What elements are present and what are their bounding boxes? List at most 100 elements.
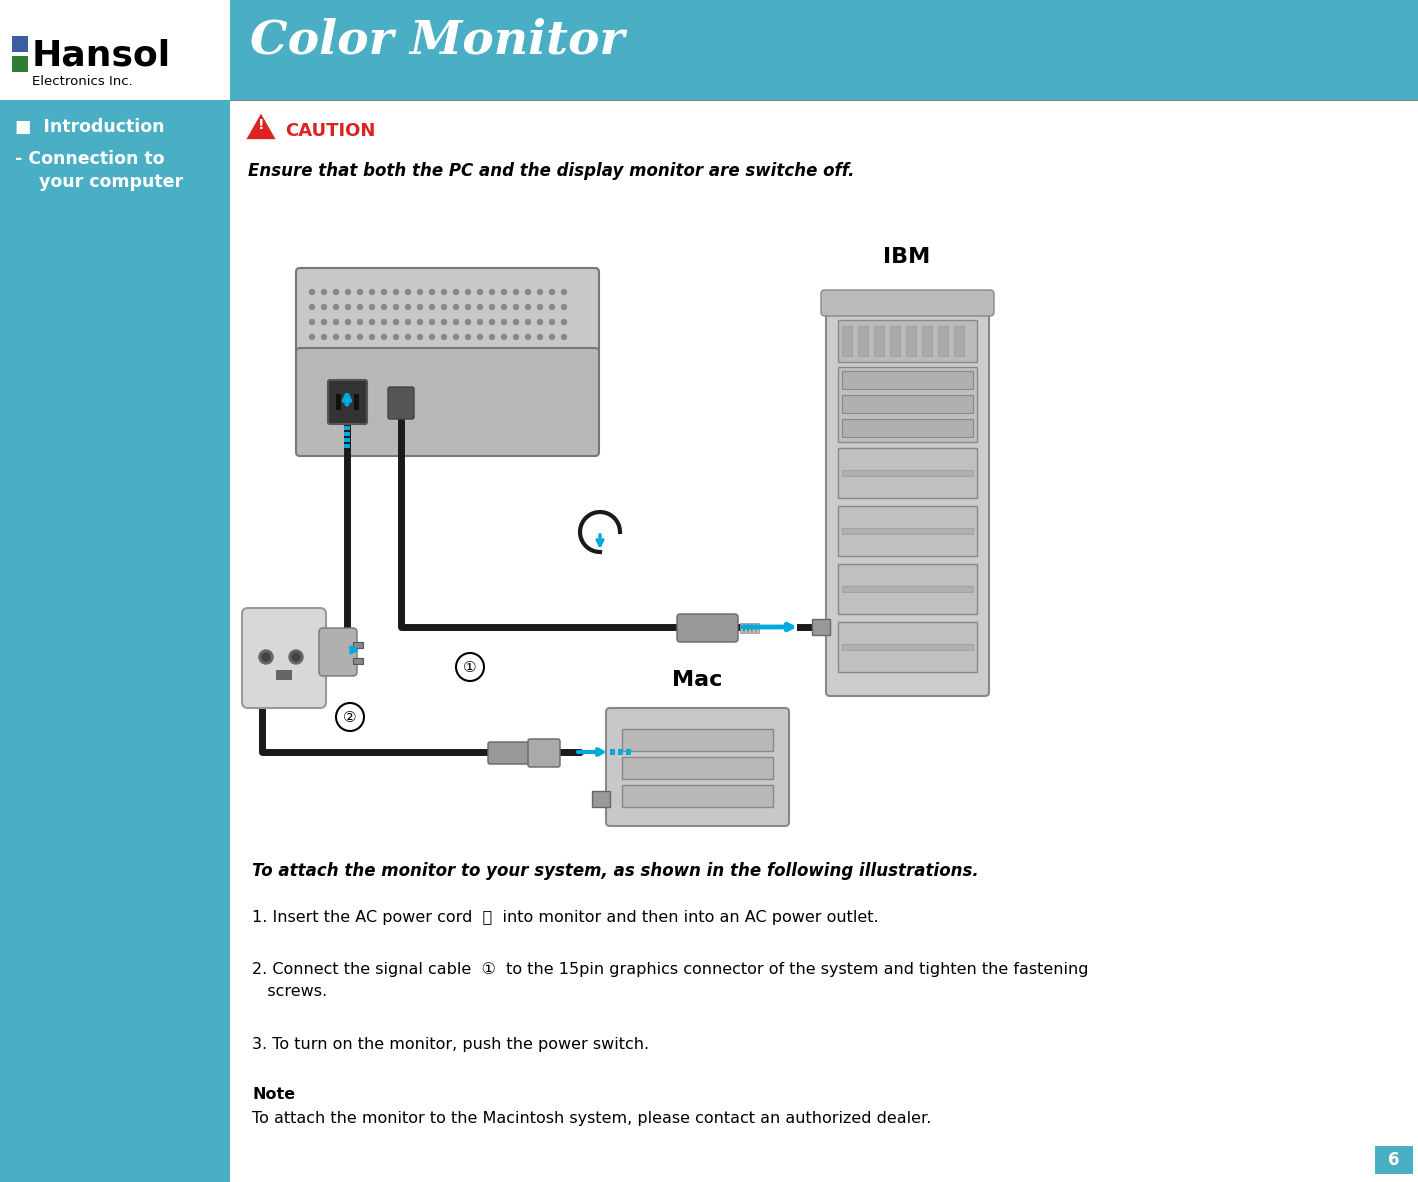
- Circle shape: [394, 305, 398, 310]
- Circle shape: [513, 319, 519, 325]
- Text: 3. To turn on the monitor, push the power switch.: 3. To turn on the monitor, push the powe…: [252, 1037, 649, 1052]
- Bar: [0, 100, 230, 1182]
- Circle shape: [370, 290, 374, 294]
- Circle shape: [550, 290, 554, 294]
- Bar: [11, 56, 28, 72]
- Circle shape: [465, 305, 471, 310]
- Circle shape: [502, 319, 506, 325]
- Bar: [353, 658, 363, 664]
- Circle shape: [562, 290, 567, 294]
- Text: 2. Connect the signal cable  ①  to the 15pin graphics connector of the system an: 2. Connect the signal cable ① to the 15p…: [252, 962, 1089, 978]
- Bar: [838, 366, 977, 442]
- Bar: [618, 749, 623, 755]
- Bar: [336, 394, 340, 410]
- Text: 6: 6: [1388, 1151, 1400, 1169]
- Circle shape: [562, 335, 567, 339]
- Bar: [345, 439, 350, 442]
- Text: ①: ①: [464, 660, 476, 675]
- Text: Ensure that both the PC and the display monitor are switche off.: Ensure that both the PC and the display …: [248, 162, 855, 180]
- Circle shape: [489, 305, 495, 310]
- Circle shape: [537, 319, 543, 325]
- Text: !: !: [258, 118, 264, 132]
- Bar: [937, 326, 949, 356]
- Circle shape: [292, 652, 301, 661]
- Circle shape: [322, 319, 326, 325]
- Circle shape: [454, 335, 458, 339]
- Bar: [842, 371, 973, 389]
- Circle shape: [537, 335, 543, 339]
- Circle shape: [441, 305, 447, 310]
- Bar: [842, 418, 973, 437]
- Circle shape: [441, 319, 447, 325]
- Circle shape: [333, 290, 339, 294]
- Circle shape: [430, 319, 434, 325]
- Circle shape: [465, 290, 471, 294]
- Circle shape: [513, 335, 519, 339]
- Bar: [842, 644, 973, 650]
- Circle shape: [526, 319, 530, 325]
- Bar: [277, 670, 292, 680]
- Bar: [345, 431, 350, 436]
- Circle shape: [562, 319, 567, 325]
- Circle shape: [394, 290, 398, 294]
- Text: - Connection to: - Connection to: [16, 150, 164, 168]
- Bar: [838, 622, 977, 673]
- Circle shape: [346, 305, 350, 310]
- Bar: [813, 619, 830, 635]
- FancyBboxPatch shape: [827, 309, 988, 696]
- Circle shape: [309, 305, 315, 310]
- Circle shape: [478, 335, 482, 339]
- FancyBboxPatch shape: [296, 348, 598, 456]
- Circle shape: [381, 319, 387, 325]
- Circle shape: [417, 319, 423, 325]
- FancyBboxPatch shape: [328, 346, 569, 379]
- Text: ■  Introduction: ■ Introduction: [16, 118, 164, 136]
- Text: screws.: screws.: [252, 983, 328, 999]
- Circle shape: [394, 335, 398, 339]
- Circle shape: [309, 319, 315, 325]
- Bar: [922, 326, 932, 356]
- Circle shape: [526, 335, 530, 339]
- Circle shape: [381, 335, 387, 339]
- Bar: [0, 0, 230, 100]
- Circle shape: [550, 335, 554, 339]
- Bar: [345, 426, 350, 430]
- FancyBboxPatch shape: [676, 613, 737, 642]
- Circle shape: [465, 319, 471, 325]
- Circle shape: [454, 319, 458, 325]
- Text: Hansol: Hansol: [33, 38, 172, 72]
- Circle shape: [322, 290, 326, 294]
- Circle shape: [357, 319, 363, 325]
- Circle shape: [406, 335, 410, 339]
- Circle shape: [454, 305, 458, 310]
- Circle shape: [562, 305, 567, 310]
- Circle shape: [370, 319, 374, 325]
- Bar: [954, 326, 964, 356]
- Circle shape: [417, 335, 423, 339]
- Bar: [591, 791, 610, 807]
- Bar: [610, 749, 615, 755]
- Bar: [838, 320, 977, 362]
- Circle shape: [465, 335, 471, 339]
- Circle shape: [502, 335, 506, 339]
- Circle shape: [550, 305, 554, 310]
- Bar: [838, 506, 977, 556]
- Bar: [749, 623, 752, 634]
- Circle shape: [346, 335, 350, 339]
- Circle shape: [322, 335, 326, 339]
- Circle shape: [502, 305, 506, 310]
- FancyBboxPatch shape: [242, 608, 326, 708]
- Bar: [625, 749, 631, 755]
- Circle shape: [309, 335, 315, 339]
- Circle shape: [489, 290, 495, 294]
- Bar: [230, 100, 1418, 1182]
- Circle shape: [478, 290, 482, 294]
- Text: To attach the monitor to your system, as shown in the following illustrations.: To attach the monitor to your system, as…: [252, 862, 978, 881]
- Bar: [873, 326, 883, 356]
- Circle shape: [381, 290, 387, 294]
- Circle shape: [406, 305, 410, 310]
- Bar: [0, 0, 1418, 100]
- Circle shape: [346, 319, 350, 325]
- Circle shape: [262, 652, 269, 661]
- Circle shape: [417, 305, 423, 310]
